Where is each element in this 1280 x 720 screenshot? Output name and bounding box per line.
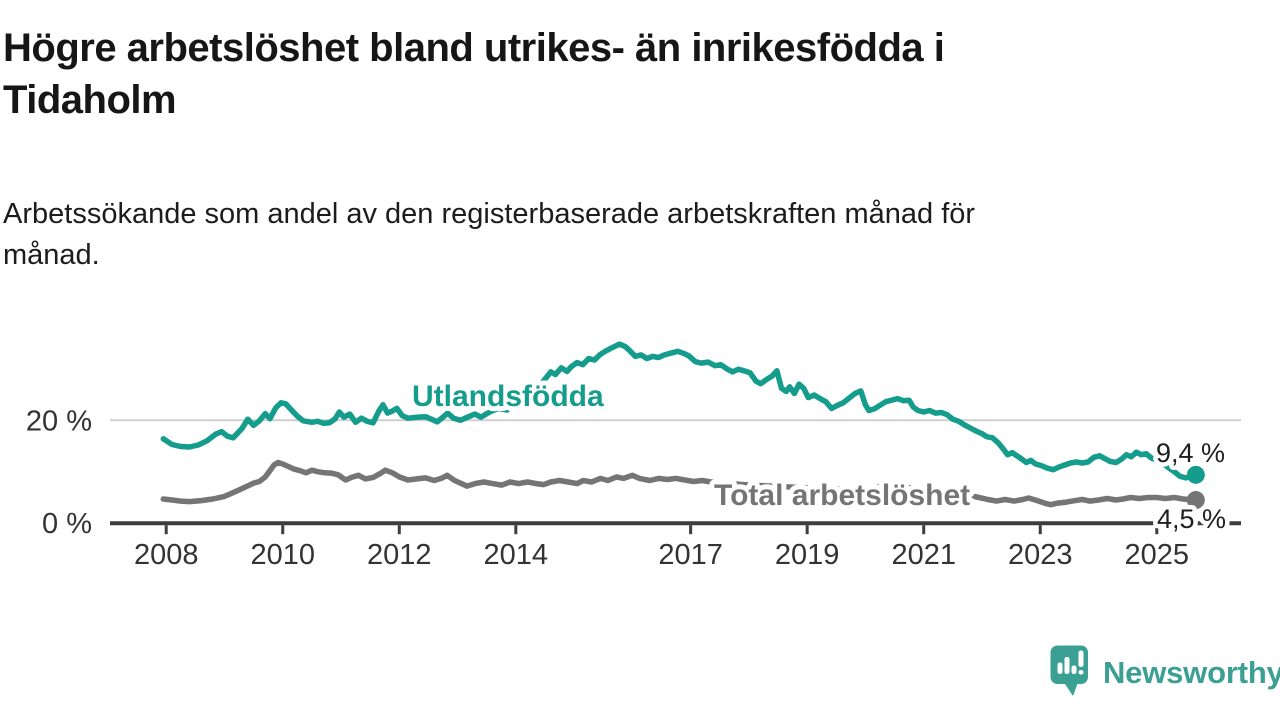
series-line-utlandsf-dda — [160, 341, 1199, 481]
x-axis-label-2019: 2019 — [775, 539, 840, 571]
newsworthy-logo-icon — [1050, 645, 1088, 696]
x-axis-label-2017: 2017 — [658, 539, 723, 571]
x-axis-label-2021: 2021 — [891, 539, 956, 571]
x-axis-label-2014: 2014 — [484, 539, 549, 571]
x-axis-label-2025: 2025 — [1125, 539, 1190, 571]
newsworthy-logo: Newsworthy — [1050, 645, 1280, 699]
newsworthy-logo-text: Newsworthy — [1103, 655, 1280, 690]
y-axis-label-20: 20 % — [26, 405, 92, 437]
chart-subtitle: Arbetssökande som andel av den registerb… — [3, 198, 976, 271]
series-line-total-arbetsl-shet — [160, 459, 1199, 508]
x-axis-label-2023: 2023 — [1008, 539, 1073, 571]
end-dot-utlandsf-dda — [1186, 465, 1205, 484]
x-axis-label-2012: 2012 — [367, 539, 432, 571]
chart-title: Högre arbetslöshet bland utrikes- än inr… — [3, 26, 945, 122]
end-dot-total-arbetsl-shet — [1186, 491, 1205, 510]
y-axis-label-0: 0 % — [42, 508, 92, 540]
series-label-utlandsf-dda: Utlandsfödda — [412, 380, 604, 413]
series-label-total-arbetsl-shet: Total arbetslöshet — [714, 479, 970, 512]
x-axis-label-2010: 2010 — [250, 539, 315, 571]
x-axis-label-2008: 2008 — [134, 539, 199, 571]
speech-bubble-bar-chart-icon — [1050, 645, 1088, 696]
end-value-label-total-arbetsl-shet: 4,5 % — [1157, 504, 1226, 534]
end-value-label-utlandsf-dda: 9,4 % — [1156, 438, 1225, 468]
